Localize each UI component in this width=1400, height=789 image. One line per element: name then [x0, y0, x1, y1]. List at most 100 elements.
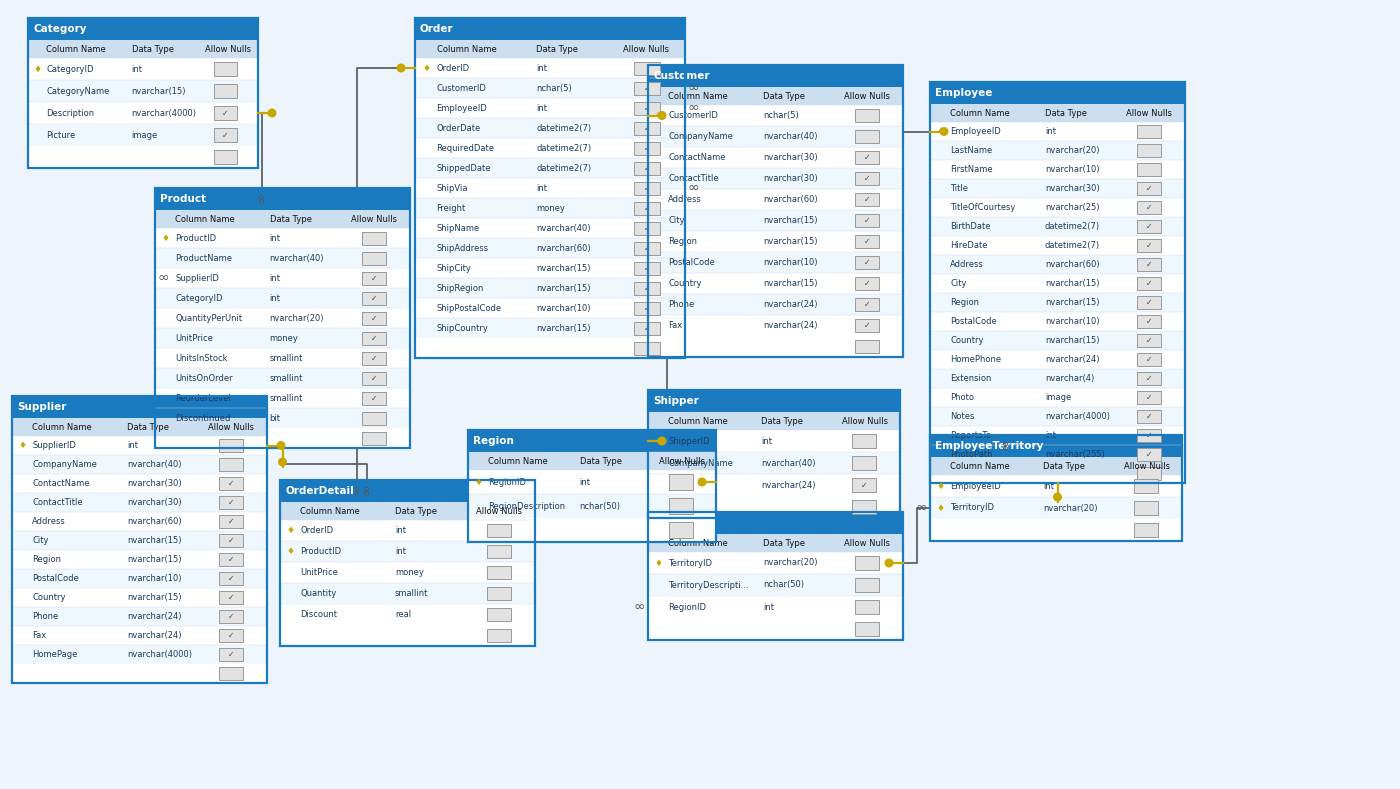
Text: LastName: LastName — [951, 146, 993, 155]
Text: ShipRegion: ShipRegion — [437, 283, 484, 293]
Text: ♦: ♦ — [655, 559, 662, 567]
Text: ProductID: ProductID — [301, 547, 342, 556]
Bar — [669, 498, 693, 514]
Text: Phone: Phone — [32, 612, 59, 621]
Bar — [414, 178, 685, 198]
Bar — [468, 430, 715, 542]
Text: OrderDate: OrderDate — [437, 124, 480, 133]
Bar — [28, 18, 258, 168]
Bar — [214, 106, 237, 120]
Text: ♦: ♦ — [937, 127, 945, 136]
Text: ✓: ✓ — [228, 650, 234, 659]
Bar — [414, 158, 685, 178]
Bar — [634, 261, 659, 275]
Text: ✓: ✓ — [228, 631, 234, 640]
Bar — [487, 524, 511, 537]
Text: bit: bit — [270, 413, 281, 422]
Bar — [414, 18, 685, 40]
Bar — [28, 80, 258, 102]
Text: Data Type: Data Type — [1043, 462, 1085, 470]
Text: nvarchar(4000): nvarchar(4000) — [132, 109, 196, 118]
Bar — [648, 65, 903, 87]
Bar — [648, 210, 903, 231]
Text: CompanyName: CompanyName — [668, 132, 734, 141]
Circle shape — [277, 441, 286, 450]
Text: ✓: ✓ — [371, 373, 377, 383]
Text: ✓: ✓ — [644, 283, 650, 293]
Bar — [648, 189, 903, 210]
Bar — [280, 541, 535, 562]
Text: nvarchar(20): nvarchar(20) — [1043, 503, 1098, 513]
Bar — [218, 534, 244, 547]
Circle shape — [939, 127, 949, 136]
Text: Column Name: Column Name — [951, 462, 1009, 470]
Bar — [854, 172, 879, 185]
Text: nvarchar(20): nvarchar(20) — [763, 559, 818, 567]
Text: PostalCode: PostalCode — [668, 258, 715, 267]
Bar — [1137, 335, 1161, 346]
Text: Notes: Notes — [951, 412, 974, 421]
Text: Address: Address — [668, 195, 703, 204]
Text: ♦: ♦ — [423, 63, 430, 73]
Bar — [634, 162, 659, 174]
Text: nvarchar(24): nvarchar(24) — [763, 300, 818, 309]
Text: ✓: ✓ — [1145, 260, 1152, 269]
Bar — [414, 238, 685, 258]
Text: Column Name: Column Name — [437, 44, 497, 54]
Bar — [155, 188, 410, 210]
Bar — [930, 435, 1182, 457]
Bar — [13, 569, 267, 588]
Text: nvarchar(25): nvarchar(25) — [1044, 203, 1099, 212]
Text: ShipPostalCode: ShipPostalCode — [437, 304, 501, 312]
Text: RegionID: RegionID — [668, 603, 707, 611]
Text: ✓: ✓ — [1145, 317, 1152, 326]
Text: nvarchar(24): nvarchar(24) — [127, 612, 181, 621]
Bar — [1137, 448, 1161, 461]
Bar — [218, 572, 244, 585]
Bar — [1137, 125, 1161, 137]
Bar — [13, 512, 267, 531]
Bar — [930, 217, 1184, 236]
Text: Data Type: Data Type — [127, 422, 169, 432]
Bar — [280, 480, 535, 502]
Bar — [361, 352, 386, 365]
Text: UnitPrice: UnitPrice — [301, 568, 339, 577]
Bar — [280, 480, 535, 646]
Bar — [1137, 220, 1161, 233]
Bar — [853, 500, 876, 514]
Bar — [155, 368, 410, 388]
Bar — [930, 255, 1184, 274]
Text: ✓: ✓ — [228, 536, 234, 545]
Bar — [1137, 201, 1161, 214]
Bar — [648, 147, 903, 168]
Text: ContactName: ContactName — [32, 479, 90, 488]
Text: Address: Address — [951, 260, 984, 269]
Text: Allow Nulls: Allow Nulls — [844, 539, 890, 548]
Bar — [414, 318, 685, 338]
Text: nvarchar(24): nvarchar(24) — [1044, 355, 1099, 364]
Text: ✓: ✓ — [644, 223, 650, 233]
Bar — [1137, 144, 1161, 157]
Text: ♦: ♦ — [654, 436, 662, 446]
Text: ✓: ✓ — [864, 237, 869, 246]
Bar — [28, 146, 258, 168]
Bar — [13, 455, 267, 474]
Text: int: int — [762, 436, 773, 446]
Text: PhotoPath: PhotoPath — [951, 450, 993, 459]
Bar — [155, 408, 410, 428]
Text: Territory: Territory — [652, 518, 704, 528]
Text: nvarchar(15): nvarchar(15) — [127, 555, 181, 564]
Bar — [854, 578, 879, 593]
Bar — [634, 181, 659, 195]
Text: nvarchar(4): nvarchar(4) — [1044, 374, 1093, 383]
Text: EmployeeID: EmployeeID — [951, 481, 1001, 491]
Bar — [930, 331, 1184, 350]
Bar — [155, 428, 410, 448]
Text: TerritoryID: TerritoryID — [951, 503, 994, 513]
Text: money: money — [270, 334, 298, 342]
Bar — [13, 531, 267, 550]
Text: Fax: Fax — [32, 631, 46, 640]
Bar — [218, 515, 244, 528]
Text: CustomerID: CustomerID — [668, 111, 718, 120]
Text: TerritoryDescripti...: TerritoryDescripti... — [668, 581, 749, 589]
